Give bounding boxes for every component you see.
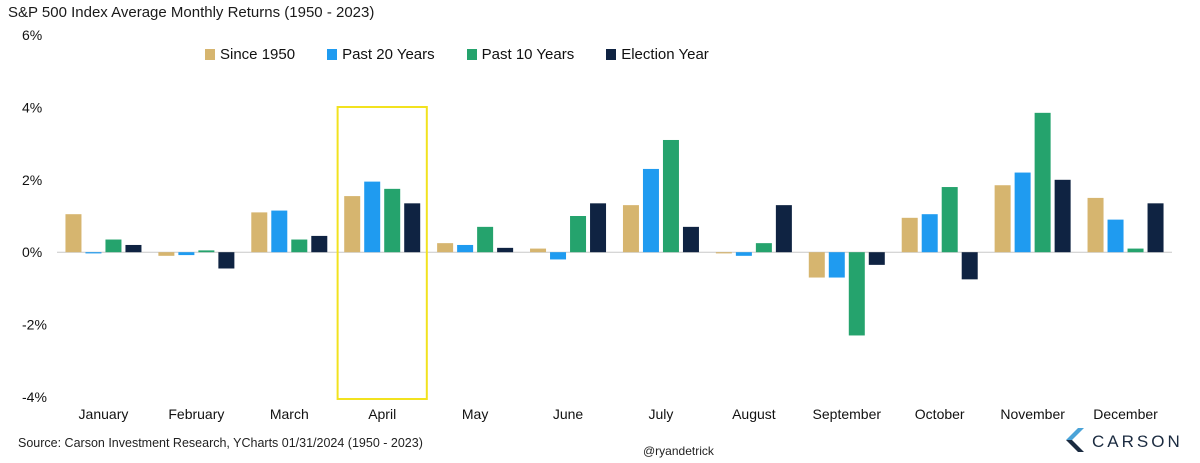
bar-past-20-years xyxy=(735,252,752,256)
chart-legend: Since 1950 Past 20 Years Past 10 Years E… xyxy=(205,46,709,63)
bar-since-1950 xyxy=(715,252,732,254)
bar-past-20-years xyxy=(271,210,288,253)
bar-past-20-years xyxy=(178,252,195,256)
carson-chevron-icon xyxy=(1066,428,1084,452)
logo-text: CARSON xyxy=(1092,432,1183,451)
bar-election-year xyxy=(590,203,607,253)
bar-past-10-years xyxy=(755,243,772,253)
y-tick-label: -2% xyxy=(22,317,47,333)
bar-election-year xyxy=(311,235,328,253)
bar-since-1950 xyxy=(158,252,175,256)
legend-label-past-20-years: Past 20 Years xyxy=(342,46,435,63)
x-tick-label: January xyxy=(79,406,129,422)
y-tick-label: 6% xyxy=(22,27,42,43)
legend-label-past-10-years: Past 10 Years xyxy=(481,46,575,63)
legend-swatch-past-10-years xyxy=(466,49,477,60)
legend-item-since-1950: Since 1950 xyxy=(205,46,295,63)
bar-past-20-years xyxy=(85,252,102,254)
bar-past-10-years xyxy=(198,250,215,253)
x-tick-label: August xyxy=(732,406,776,422)
highlight-box xyxy=(336,106,428,400)
bar-past-10-years xyxy=(105,239,122,253)
bar-past-10-years xyxy=(848,252,865,336)
x-tick-label: March xyxy=(270,406,309,422)
x-tick-label: November xyxy=(1000,406,1065,422)
legend-label-election-year: Election Year xyxy=(621,46,709,63)
bar-election-year xyxy=(961,252,978,280)
chart-title: S&P 500 Index Average Monthly Returns (1… xyxy=(8,4,375,21)
bar-past-20-years xyxy=(921,214,938,253)
y-tick-label: 4% xyxy=(22,99,42,115)
legend-item-past-20-years: Past 20 Years xyxy=(327,46,435,63)
bar-since-1950 xyxy=(622,205,639,253)
bar-past-20-years xyxy=(828,252,845,278)
bar-since-1950 xyxy=(437,243,454,253)
bar-past-10-years xyxy=(1034,112,1051,253)
bar-since-1950 xyxy=(808,252,825,278)
legend-swatch-since-1950 xyxy=(205,49,215,60)
bar-election-year xyxy=(775,205,792,253)
bar-past-20-years xyxy=(1014,172,1031,253)
bar-election-year xyxy=(1147,203,1164,253)
legend-item-past-10-years: Past 10 Years xyxy=(466,46,575,63)
bar-past-10-years xyxy=(291,239,308,253)
x-tick-label: September xyxy=(813,406,882,422)
x-tick-label: February xyxy=(168,406,224,422)
bar-past-20-years xyxy=(457,244,474,253)
carson-logo: CARSON xyxy=(1060,428,1183,456)
y-tick-label: 0% xyxy=(22,244,42,260)
legend-swatch-election-year xyxy=(606,49,617,60)
bar-election-year xyxy=(1054,179,1071,253)
bar-past-10-years xyxy=(570,216,587,253)
legend-swatch-past-20-years xyxy=(327,49,338,60)
bar-election-year xyxy=(868,252,885,265)
bar-past-20-years xyxy=(550,252,567,260)
bar-past-10-years xyxy=(662,139,679,253)
legend-item-election-year: Election Year xyxy=(606,46,709,63)
bar-past-10-years xyxy=(941,187,958,253)
bar-election-year xyxy=(497,247,514,253)
bar-since-1950 xyxy=(251,212,268,253)
bar-past-10-years xyxy=(384,188,401,253)
x-tick-label: December xyxy=(1093,406,1158,422)
bar-election-year xyxy=(682,226,699,253)
x-tick-label: May xyxy=(462,406,488,422)
bar-since-1950 xyxy=(65,214,82,253)
legend-label-since-1950: Since 1950 xyxy=(220,46,296,63)
x-tick-label: April xyxy=(368,406,396,422)
y-tick-label: 2% xyxy=(22,172,42,188)
bar-past-20-years xyxy=(364,181,381,253)
bar-past-20-years xyxy=(642,168,659,253)
source-note: Source: Carson Investment Research, YCha… xyxy=(18,436,423,450)
bar-since-1950 xyxy=(901,217,918,253)
bar-since-1950 xyxy=(1087,197,1104,253)
x-tick-label: July xyxy=(649,406,674,422)
bar-past-10-years xyxy=(1127,248,1144,253)
x-tick-label: October xyxy=(915,406,965,422)
bar-election-year xyxy=(404,203,421,253)
bar-past-10-years xyxy=(477,226,494,253)
bar-election-year xyxy=(218,252,235,269)
bar-election-year xyxy=(125,244,142,253)
bar-since-1950 xyxy=(994,185,1011,253)
x-tick-label: June xyxy=(553,406,584,422)
author-handle: @ryandetrick xyxy=(643,444,714,458)
y-tick-label: -4% xyxy=(22,389,47,405)
bar-since-1950 xyxy=(344,196,361,253)
bar-since-1950 xyxy=(530,248,547,253)
bar-past-20-years xyxy=(1107,219,1124,253)
